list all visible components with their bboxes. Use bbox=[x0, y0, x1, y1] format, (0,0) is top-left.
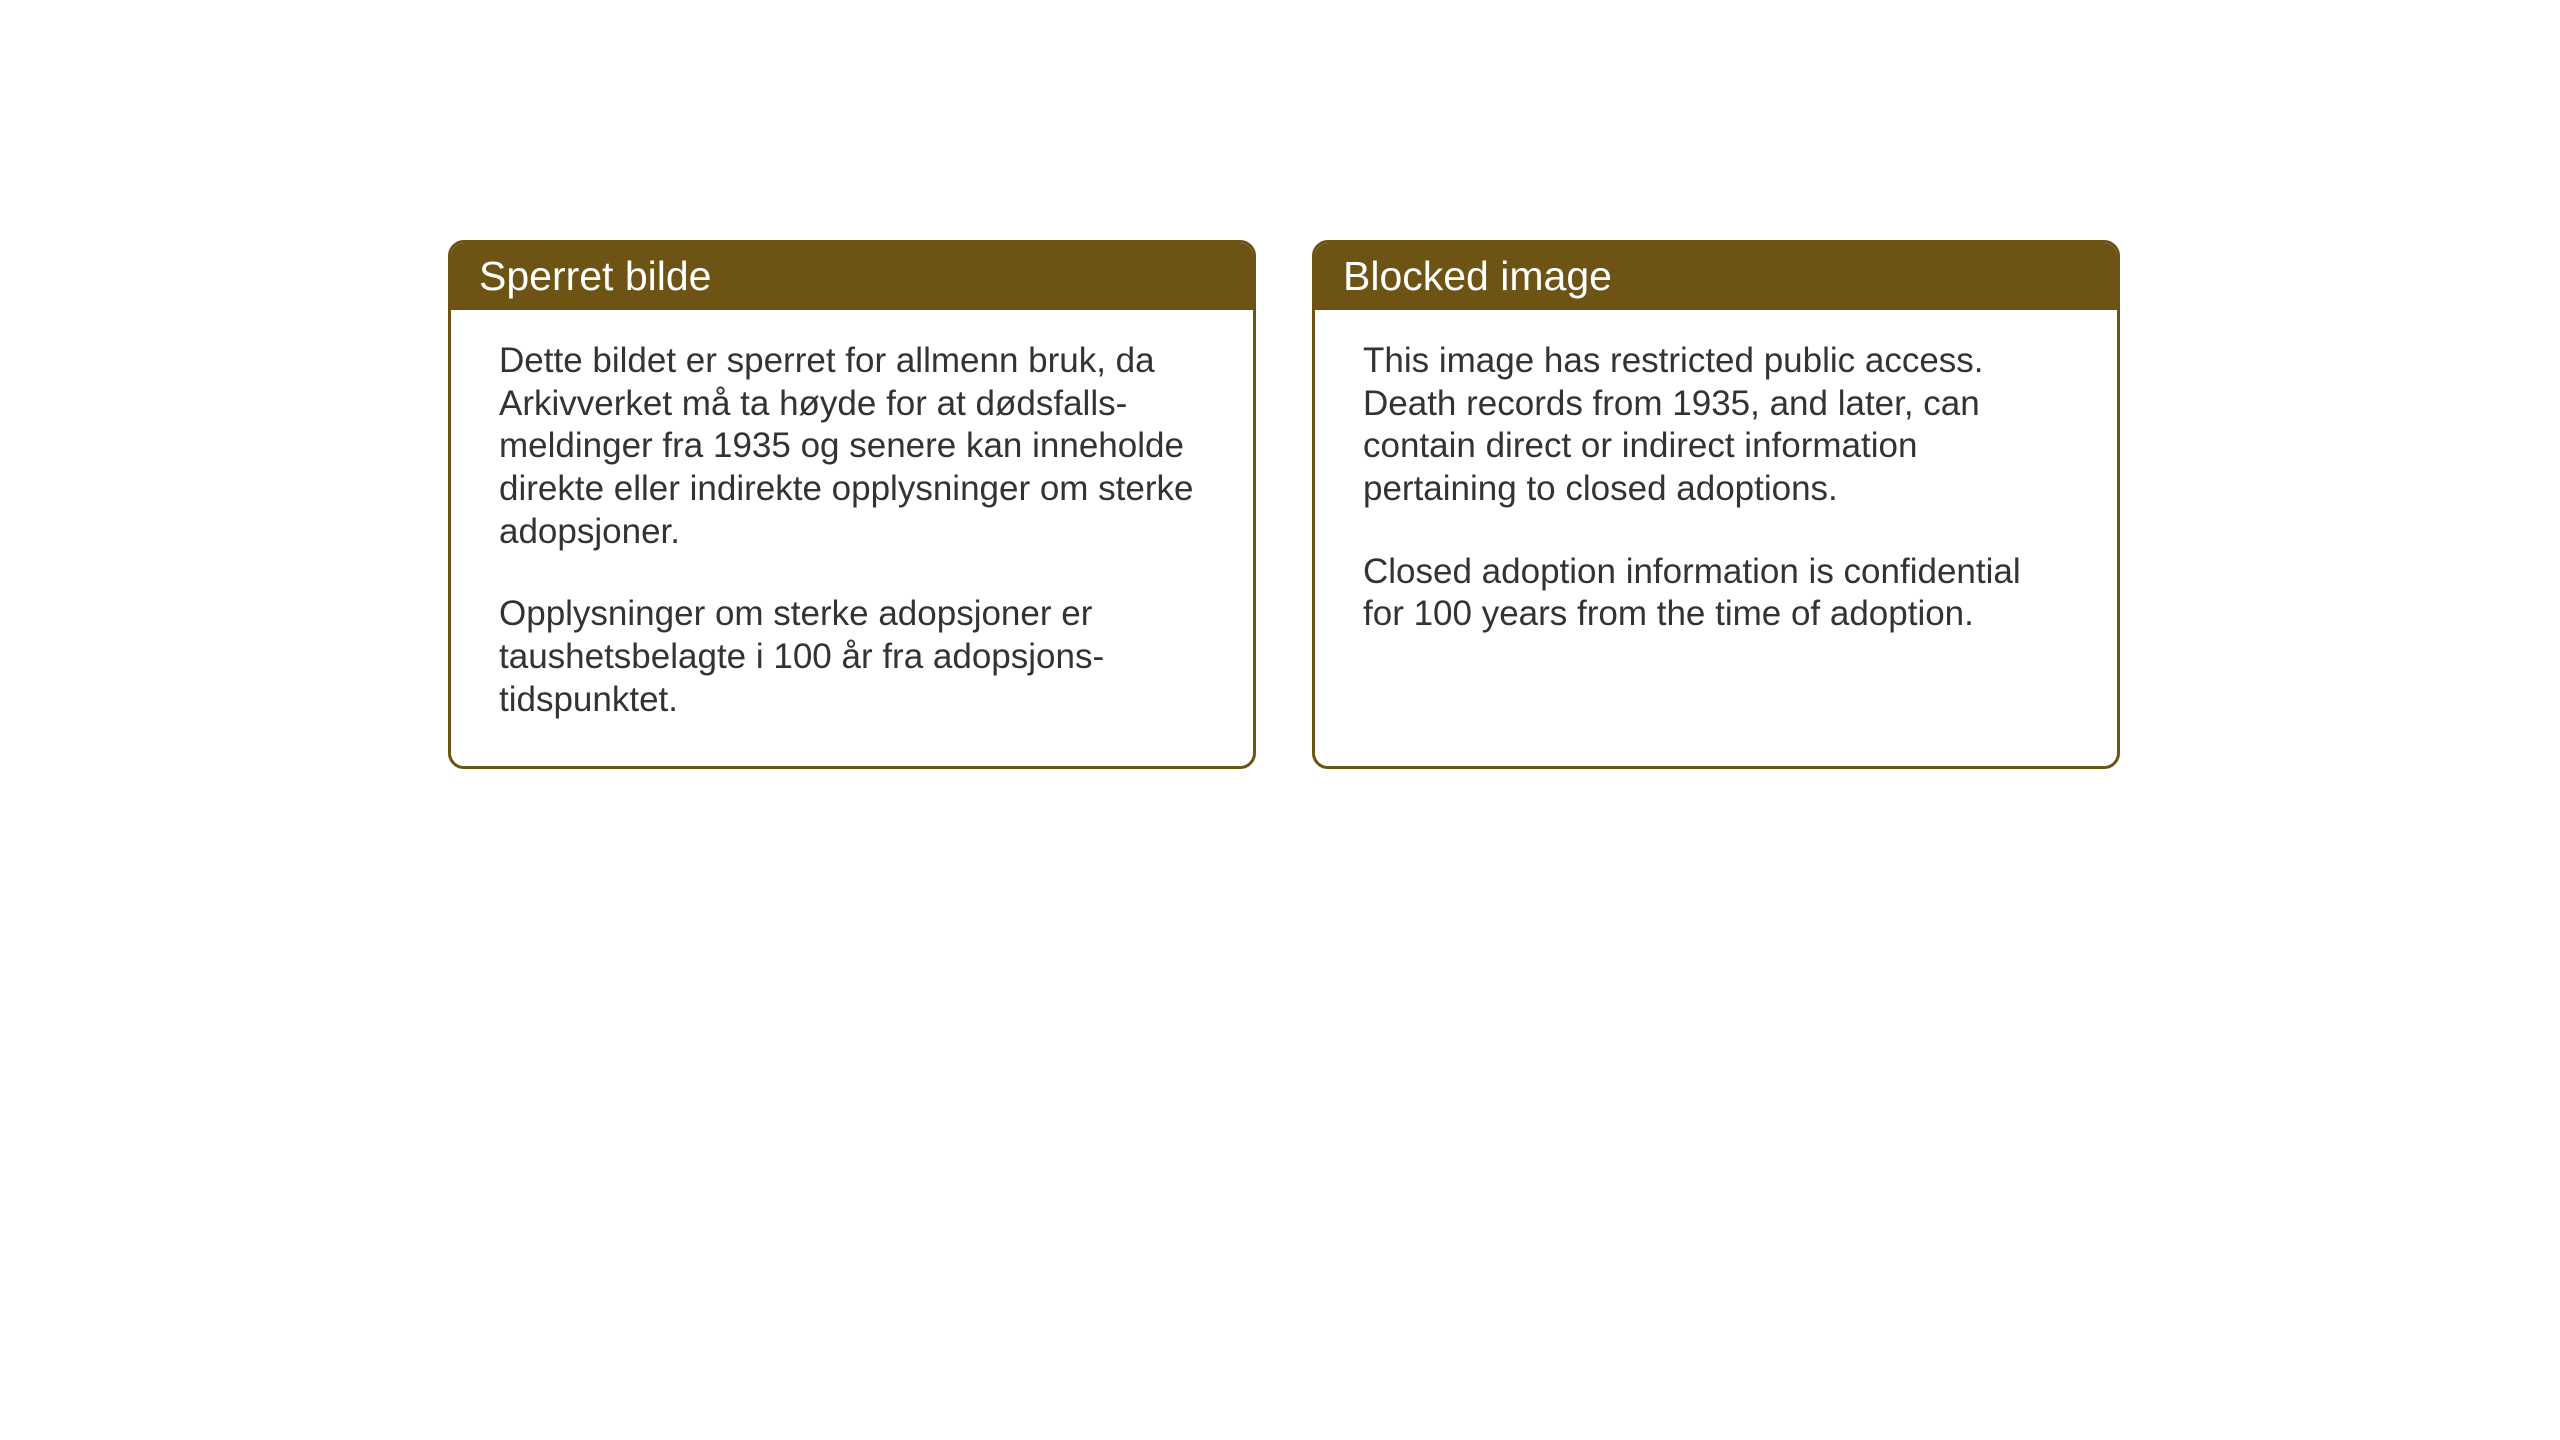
notice-card-norwegian: Sperret bilde Dette bildet er sperret fo… bbox=[448, 240, 1256, 769]
notice-body-english: This image has restricted public access.… bbox=[1315, 310, 2117, 680]
notice-title-norwegian: Sperret bilde bbox=[479, 253, 711, 299]
notice-header-english: Blocked image bbox=[1315, 243, 2117, 310]
notice-body-norwegian: Dette bildet er sperret for allmenn bruk… bbox=[451, 310, 1253, 766]
notice-paragraph-2-english: Closed adoption information is confident… bbox=[1363, 551, 2069, 636]
notice-paragraph-1-norwegian: Dette bildet er sperret for allmenn bruk… bbox=[499, 340, 1205, 553]
notice-title-english: Blocked image bbox=[1343, 253, 1612, 299]
notice-container: Sperret bilde Dette bildet er sperret fo… bbox=[448, 240, 2120, 769]
notice-header-norwegian: Sperret bilde bbox=[451, 243, 1253, 310]
notice-card-english: Blocked image This image has restricted … bbox=[1312, 240, 2120, 769]
notice-paragraph-2-norwegian: Opplysninger om sterke adopsjoner er tau… bbox=[499, 593, 1205, 721]
notice-paragraph-1-english: This image has restricted public access.… bbox=[1363, 340, 2069, 511]
